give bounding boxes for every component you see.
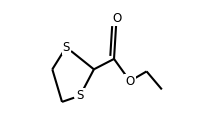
Text: O: O [125,75,135,88]
Text: S: S [76,89,84,102]
Text: S: S [63,41,70,54]
Text: O: O [112,12,121,25]
